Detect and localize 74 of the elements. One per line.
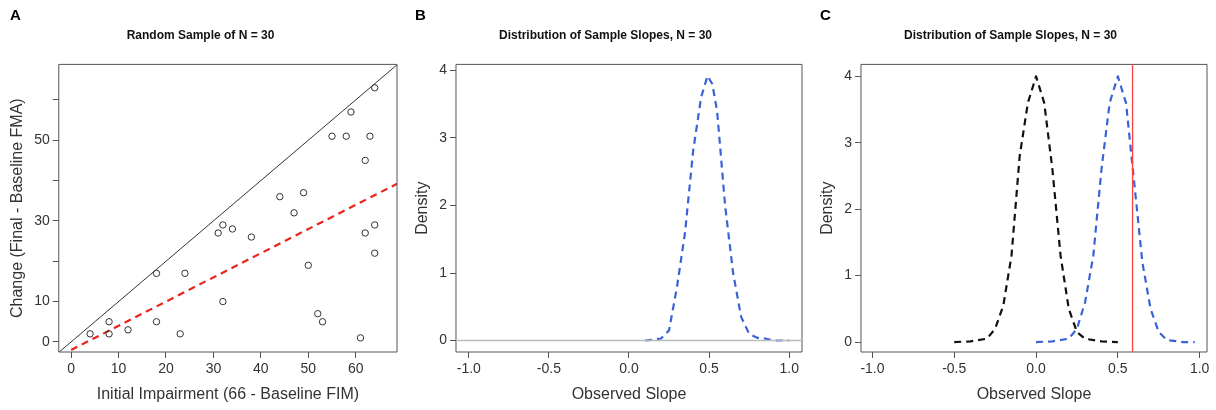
- point: [361, 229, 369, 237]
- point: [318, 318, 327, 326]
- point: [371, 249, 379, 257]
- point: [347, 108, 355, 116]
- chart-title: Distribution of Sample Slopes, N = 30: [498, 27, 713, 42]
- point: [328, 132, 336, 140]
- point: [371, 221, 379, 229]
- x-tick-label: -0.5: [536, 360, 562, 377]
- y-axis-title: Change (Final - Baseline FMA): [8, 98, 26, 319]
- point: [105, 318, 113, 326]
- y-axis-title: Density: [413, 181, 431, 235]
- x-tick-label: 20: [158, 360, 174, 377]
- point: [371, 84, 379, 92]
- y-tick-label: 3: [844, 133, 853, 150]
- x-axis-title: Initial Impairment (66 - Baseline FIM): [96, 384, 360, 402]
- y-tick-label: 50: [34, 131, 50, 148]
- point: [152, 269, 161, 278]
- y-tick-label: 10: [34, 292, 50, 309]
- point: [124, 326, 132, 334]
- x-tick-label: 40: [253, 360, 269, 377]
- y-tick-label: 2: [439, 196, 448, 213]
- point: [86, 330, 94, 338]
- x-tick-label: -1.0: [860, 360, 885, 377]
- point: [366, 132, 374, 140]
- point: [247, 233, 256, 241]
- text: B: [415, 5, 426, 23]
- point: [304, 261, 312, 269]
- y-tick-label: 3: [439, 128, 448, 145]
- x-tick-label: 50: [300, 360, 317, 377]
- point: [314, 309, 322, 318]
- y-tick-label: 0: [844, 332, 853, 349]
- point: [361, 156, 369, 165]
- x-tick-label: 0.0: [619, 360, 639, 377]
- y-tick-label: 1: [439, 263, 448, 280]
- text: A: [10, 5, 21, 23]
- x-tick-label: 10: [110, 360, 127, 377]
- x-tick-label: 0.5: [699, 360, 720, 377]
- x-tick-label: 0.5: [1108, 360, 1128, 377]
- y-tick-label: 4: [439, 61, 448, 78]
- line-series: [953, 75, 1119, 344]
- line-series: [1034, 75, 1196, 344]
- point: [342, 132, 350, 140]
- chart-title: Random Sample of N = 30: [126, 27, 275, 42]
- point: [219, 297, 227, 306]
- point: [299, 188, 308, 197]
- point: [105, 330, 113, 338]
- point: [176, 330, 184, 338]
- point: [356, 334, 365, 342]
- point: [214, 229, 222, 237]
- y-tick-label: 2: [844, 200, 853, 217]
- point: [228, 225, 237, 233]
- y-tick-label: 4: [844, 67, 853, 84]
- y-axis-title: Density: [818, 181, 836, 235]
- x-axis-title: Observed Slope: [976, 384, 1092, 402]
- text: C: [820, 5, 831, 23]
- x-tick-label: -0.5: [942, 360, 967, 377]
- x-tick-label: 1.0: [1189, 360, 1210, 377]
- y-tick-label: 30: [34, 211, 50, 228]
- point: [276, 193, 284, 201]
- point: [181, 269, 189, 278]
- x-tick-label: -1.0: [456, 360, 482, 377]
- y-tick-label: 0: [41, 332, 50, 349]
- point: [290, 209, 298, 217]
- point: [219, 221, 227, 229]
- point: [152, 318, 161, 326]
- chart-title: Distribution of Sample Slopes, N = 30: [903, 27, 1118, 42]
- x-axis-title: Observed Slope: [571, 384, 687, 402]
- x-tick-label: 0.0: [1026, 360, 1046, 377]
- x-tick-label: 0: [67, 360, 76, 377]
- x-tick-label: 1.0: [779, 360, 800, 377]
- x-tick-label: 30: [205, 360, 222, 377]
- y-tick-label: 1: [844, 266, 853, 283]
- y-tick-label: 0: [439, 331, 448, 348]
- x-tick-label: 60: [347, 360, 364, 377]
